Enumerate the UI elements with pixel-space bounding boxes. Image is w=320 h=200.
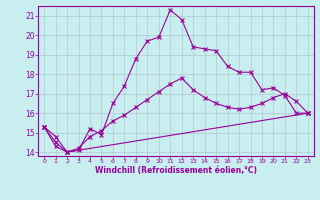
X-axis label: Windchill (Refroidissement éolien,°C): Windchill (Refroidissement éolien,°C) [95,166,257,175]
